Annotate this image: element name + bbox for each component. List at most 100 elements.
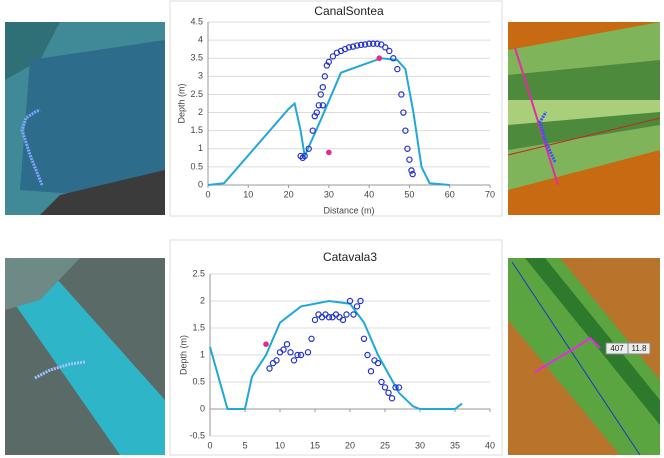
dem-image: 407 11.8 [508,258,660,456]
survey-point [394,65,401,73]
x-tick-label: 40 [364,189,374,199]
y-tick-label: 4.5 [190,16,203,26]
y-tick-label: 2.5 [190,89,203,99]
survey-point [294,351,301,359]
survey-point [361,41,369,48]
x-tick-label: 60 [445,189,455,199]
survey-point [319,83,327,91]
reference-point [263,341,269,348]
survey-point [317,91,324,98]
survey-point [378,41,385,48]
dem-image [507,22,661,215]
x-axis-label: Distance (m) [324,456,375,458]
x-tick-label: 5 [242,440,247,450]
survey-point [329,53,337,60]
survey-point [385,389,392,396]
x-tick-label: 10 [275,440,285,450]
y-tick-label: 3 [198,71,203,81]
y-tick-label: 0 [200,403,205,413]
x-tick-label: 50 [404,189,414,199]
x-tick-label: 20 [284,189,294,199]
aerial-image [5,22,165,215]
survey-point [273,357,280,364]
survey-point [409,170,416,178]
x-tick-label: 35 [450,440,460,450]
survey-point [308,335,315,342]
survey-point [313,109,320,116]
survey-point [390,55,397,62]
survey-point [353,303,361,310]
survey-point [290,357,298,364]
y-tick-label: 0.5 [192,376,205,386]
survey-point [357,41,365,49]
survey-point [369,40,377,47]
y-tick-label: 2 [200,295,205,305]
survey-point [349,43,357,50]
survey-point [382,44,389,51]
survey-point [305,145,312,152]
survey-point [350,311,357,318]
survey-point [345,44,353,51]
y-tick-label: 3.5 [190,53,203,63]
x-tick-label: 0 [205,189,210,199]
chart-frame [169,0,503,217]
survey-point [311,316,319,324]
survey-point [315,102,322,109]
y-tick-label: 1 [200,349,205,359]
survey-point [400,109,407,116]
reference-point [376,55,383,62]
survey-point [360,335,368,342]
survey-point [325,314,333,321]
survey-point [319,102,327,109]
survey-point [283,341,291,348]
survey-point [402,127,409,134]
chart-title: Catavala3 [323,250,377,264]
survey-point [325,58,333,66]
survey-point [309,127,316,134]
y-axis-label: Depth (m) [178,335,188,375]
x-tick-label: 0 [207,440,212,450]
y-tick-label: 0.5 [190,161,203,171]
y-axis-label: Depth (m) [176,83,186,123]
survey-point [404,145,411,152]
x-tick-label: 70 [485,189,495,199]
survey-point [388,395,396,402]
survey-point [321,73,329,80]
survey-point [364,351,371,359]
y-tick-label: 1.5 [190,125,203,135]
y-tick-label: 0 [198,179,203,189]
survey-point [287,349,294,356]
x-tick-label: 25 [380,440,390,450]
y-tick-label: 1 [198,143,203,153]
survey-point [367,368,375,375]
y-tick-label: 2.5 [192,268,205,278]
survey-point [378,378,385,386]
x-tick-label: 40 [485,440,495,450]
survey-point [408,167,415,174]
survey-point [357,297,364,305]
y-tick-label: 1.5 [192,322,205,332]
survey-point [301,152,308,160]
survey-point [353,42,361,49]
map-label: 11.8 [632,344,648,353]
x-tick-label: 10 [243,189,253,199]
survey-point [304,349,312,356]
survey-point [346,297,354,305]
survey-point [374,359,382,367]
x-tick-label: 30 [415,440,425,450]
survey-point [381,384,389,391]
survey-point [365,40,373,47]
x-tick-label: 30 [324,189,334,199]
chart-title: CanalSontea [314,4,384,18]
y-tick-label: 4 [198,34,203,44]
depth-line [207,57,450,186]
survey-point [266,365,273,372]
survey-point [343,311,350,318]
survey-point [297,351,305,359]
y-tick-label: 2 [198,107,203,117]
x-tick-label: 15 [310,440,320,450]
depth-line [209,299,463,410]
chart-frame [169,239,503,456]
